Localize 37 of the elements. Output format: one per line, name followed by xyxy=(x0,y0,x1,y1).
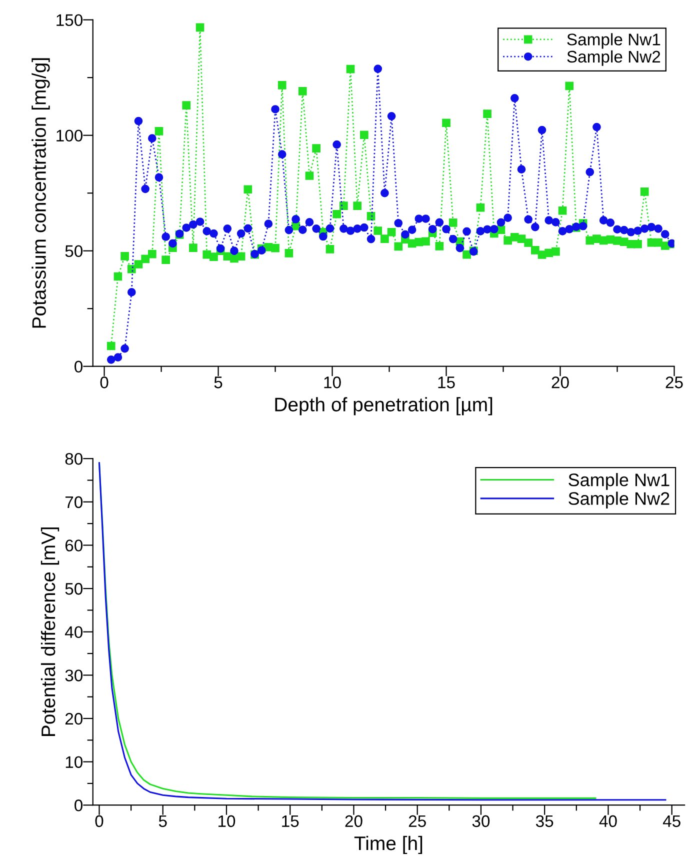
x-tick-label: 15 xyxy=(438,376,455,388)
legend-label: Sample Nw1 xyxy=(567,33,660,49)
x-tick-label: 40 xyxy=(599,815,617,828)
y-tick-label: 10 xyxy=(66,756,83,768)
x-axis-title: Time [h] xyxy=(354,836,422,854)
x-tick-label: 45 xyxy=(662,815,680,828)
legend-label: Sample Nw2 xyxy=(567,50,660,66)
x-tick-label: 5 xyxy=(214,376,222,388)
y-tick-label: 0 xyxy=(74,360,83,373)
y-tick-label: 0 xyxy=(74,800,83,812)
y-tick-label: 100 xyxy=(56,130,83,142)
y-tick-label: 70 xyxy=(65,496,83,508)
x-tick-label: 5 xyxy=(158,815,167,828)
y-axis-title: Potential difference [mV] xyxy=(40,527,60,736)
x-axis-title: Depth of penetration [µm] xyxy=(275,397,492,416)
y-tick-label: 20 xyxy=(65,712,83,725)
x-tick-label: 0 xyxy=(95,815,104,828)
x-tick-label: 20 xyxy=(345,815,362,828)
y-axis-title: Potassium concentration [mg/g] xyxy=(32,58,50,328)
x-tick-label: 25 xyxy=(408,815,426,828)
x-tick-label: 10 xyxy=(218,815,236,828)
x-tick-label: 35 xyxy=(536,815,554,828)
x-tick-label: 25 xyxy=(666,376,683,388)
x-tick-label: 15 xyxy=(282,815,299,828)
y-tick-label: 30 xyxy=(65,670,83,682)
y-tick-label: 50 xyxy=(65,582,83,595)
legend-label: Sample Nw2 xyxy=(568,492,670,508)
y-tick-label: 60 xyxy=(65,540,83,552)
y-tick-label: 50 xyxy=(65,245,83,258)
legend-label: Sample Nw1 xyxy=(568,473,670,490)
x-tick-label: 0 xyxy=(100,376,108,388)
y-tick-label: 150 xyxy=(56,14,83,26)
x-tick-label: 30 xyxy=(472,815,490,828)
x-tick-label: 20 xyxy=(552,376,569,388)
y-tick-label: 40 xyxy=(65,626,83,638)
x-tick-label: 10 xyxy=(324,376,341,388)
y-tick-label: 80 xyxy=(65,452,83,465)
